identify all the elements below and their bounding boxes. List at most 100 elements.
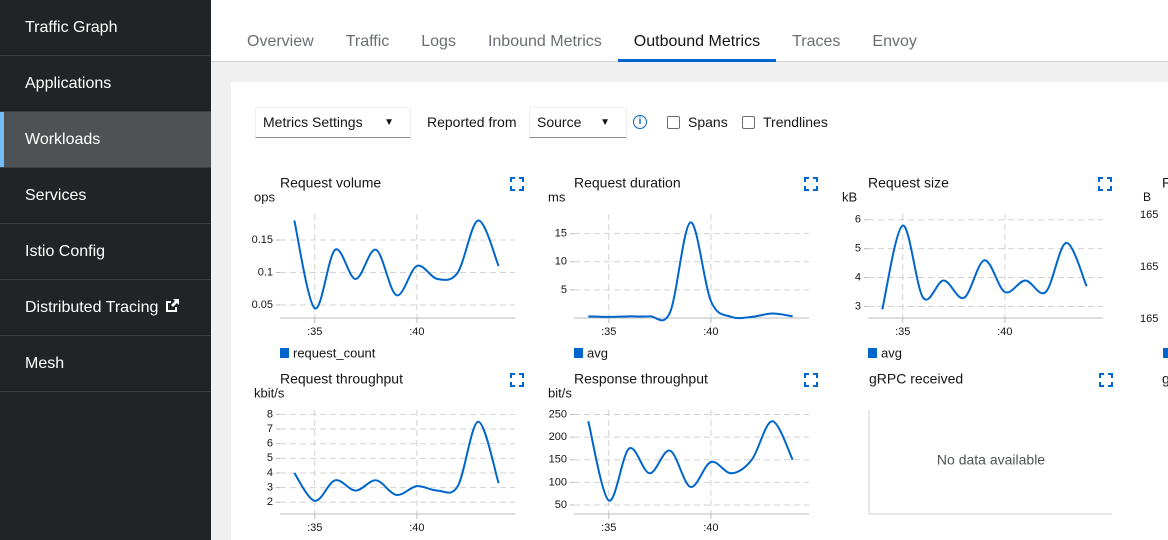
grpc-empty-box xyxy=(869,410,1112,514)
x-tick-label: :35 xyxy=(307,522,322,534)
spans-checkbox[interactable] xyxy=(667,116,680,129)
legend-label: request_count xyxy=(293,345,376,360)
sidebar: Traffic Graph Applications Workloads Servic… xyxy=(0,0,211,540)
y-unit: ms xyxy=(548,189,566,204)
tab[interactable]: Outbound Metrics xyxy=(617,0,777,62)
y-tick-label: 200 xyxy=(549,431,567,443)
y-unit: kB xyxy=(842,189,857,204)
y-tick-label: 5 xyxy=(267,452,273,464)
nav-item[interactable]: Distributed Tracing xyxy=(0,280,211,336)
series-line xyxy=(881,224,1088,310)
chart-title: Request duration xyxy=(574,175,681,191)
trendlines-label: Trendlines xyxy=(763,114,828,130)
expand-icon[interactable] xyxy=(1099,373,1113,387)
tab[interactable]: Inbound Metrics xyxy=(487,33,602,50)
series-line xyxy=(587,420,794,502)
external-link-icon xyxy=(158,299,180,316)
x-tick-label: :35 xyxy=(895,326,910,338)
y-tick-label: 250 xyxy=(549,408,567,420)
y-tick-label: 5 xyxy=(561,284,567,296)
y-tick-label: 0.1 xyxy=(258,266,273,278)
series-line xyxy=(293,219,500,310)
grpc-title: gRPC received xyxy=(869,371,963,387)
chart-title: Request volume xyxy=(280,175,381,191)
tab[interactable]: Logs xyxy=(421,33,456,50)
expand-icon[interactable] xyxy=(804,373,818,387)
source-dropdown[interactable]: Source ▼ xyxy=(529,107,627,138)
y-tick-label: 4 xyxy=(855,271,861,283)
x-tick-label: :35 xyxy=(601,326,616,338)
grpc-message: No data available xyxy=(937,452,1045,468)
nav-item[interactable]: Traffic Graph xyxy=(0,0,211,56)
dropdown-label: Source xyxy=(537,114,582,130)
y-tick-label: 15 xyxy=(555,228,567,240)
tab[interactable]: Traces xyxy=(792,33,841,50)
partial-unit: B xyxy=(1143,190,1151,204)
y-tick-label: 7 xyxy=(267,423,273,435)
spans-label: Spans xyxy=(688,114,728,130)
dropdown-label: Metrics Settings xyxy=(263,114,363,130)
legend-label: avg xyxy=(587,345,608,360)
y-tick-label: 4 xyxy=(267,467,273,479)
x-tick-label: :40 xyxy=(703,326,718,338)
y-tick-label: 2 xyxy=(267,496,273,508)
partial-tick: 165 xyxy=(1140,209,1158,221)
y-tick-label: 6 xyxy=(855,214,861,226)
x-tick-label: :40 xyxy=(703,522,718,534)
nav-item[interactable]: Services xyxy=(0,168,211,224)
y-tick-label: 5 xyxy=(855,243,861,255)
partial-legend-swatch xyxy=(1163,348,1168,358)
chart-title: Response throughput xyxy=(574,371,708,387)
legend-swatch xyxy=(574,348,583,358)
x-tick-label: :35 xyxy=(307,326,322,338)
tab[interactable]: Envoy xyxy=(872,33,917,50)
legend-swatch xyxy=(280,348,289,358)
y-tick-label: 150 xyxy=(549,454,567,466)
y-unit: ops xyxy=(254,189,275,204)
x-tick-label: :40 xyxy=(409,522,424,534)
trendlines-checkbox[interactable] xyxy=(742,116,755,129)
nav-item[interactable]: Istio Config xyxy=(0,224,211,280)
caret: ▼ xyxy=(600,117,610,128)
y-tick-label: 10 xyxy=(555,256,567,268)
partial-title: R xyxy=(1162,175,1168,191)
series-line xyxy=(588,221,793,322)
x-tick-label: :35 xyxy=(601,522,616,534)
info-icon[interactable]: i xyxy=(633,115,647,129)
nav-item[interactable]: Applications xyxy=(0,56,211,112)
y-unit: bit/s xyxy=(548,385,572,400)
y-unit: kbit/s xyxy=(254,385,285,400)
partial-title: g xyxy=(1162,371,1168,387)
nav-item[interactable]: Mesh xyxy=(0,336,211,392)
tab[interactable]: Overview xyxy=(247,33,314,50)
metrics-settings-dropdown[interactable]: Metrics Settings ▼ xyxy=(255,107,411,138)
chart-title: Request size xyxy=(868,175,949,191)
y-tick-label: 0.15 xyxy=(252,234,273,246)
x-tick-label: :40 xyxy=(409,326,424,338)
y-tick-label: 8 xyxy=(267,408,273,420)
y-tick-label: 50 xyxy=(555,499,567,511)
expand-icon[interactable] xyxy=(804,177,818,191)
caret: ▼ xyxy=(384,117,394,128)
y-tick-label: 3 xyxy=(267,482,273,494)
expand-icon[interactable] xyxy=(510,177,524,191)
reported-from-label: Reported from xyxy=(427,114,517,130)
legend-swatch xyxy=(868,348,877,358)
series-line xyxy=(293,420,500,502)
nav-item[interactable]: Workloads xyxy=(0,112,211,168)
y-tick-label: 0.05 xyxy=(252,299,273,311)
x-tick-label: :40 xyxy=(997,326,1012,338)
tabs: Overview Traffic Logs Inbound Metrics Outbou… xyxy=(211,0,1168,62)
y-tick-label: 100 xyxy=(549,476,567,488)
chart-title: Request throughput xyxy=(280,371,403,387)
legend-label: avg xyxy=(881,345,902,360)
partial-tick: 165 xyxy=(1140,313,1158,325)
expand-icon[interactable] xyxy=(1098,177,1112,191)
expand-icon[interactable] xyxy=(510,373,524,387)
y-tick-label: 3 xyxy=(855,300,861,312)
y-tick-label: 6 xyxy=(267,438,273,450)
tab[interactable]: Traffic xyxy=(345,33,390,50)
partial-tick: 165 xyxy=(1140,261,1158,273)
